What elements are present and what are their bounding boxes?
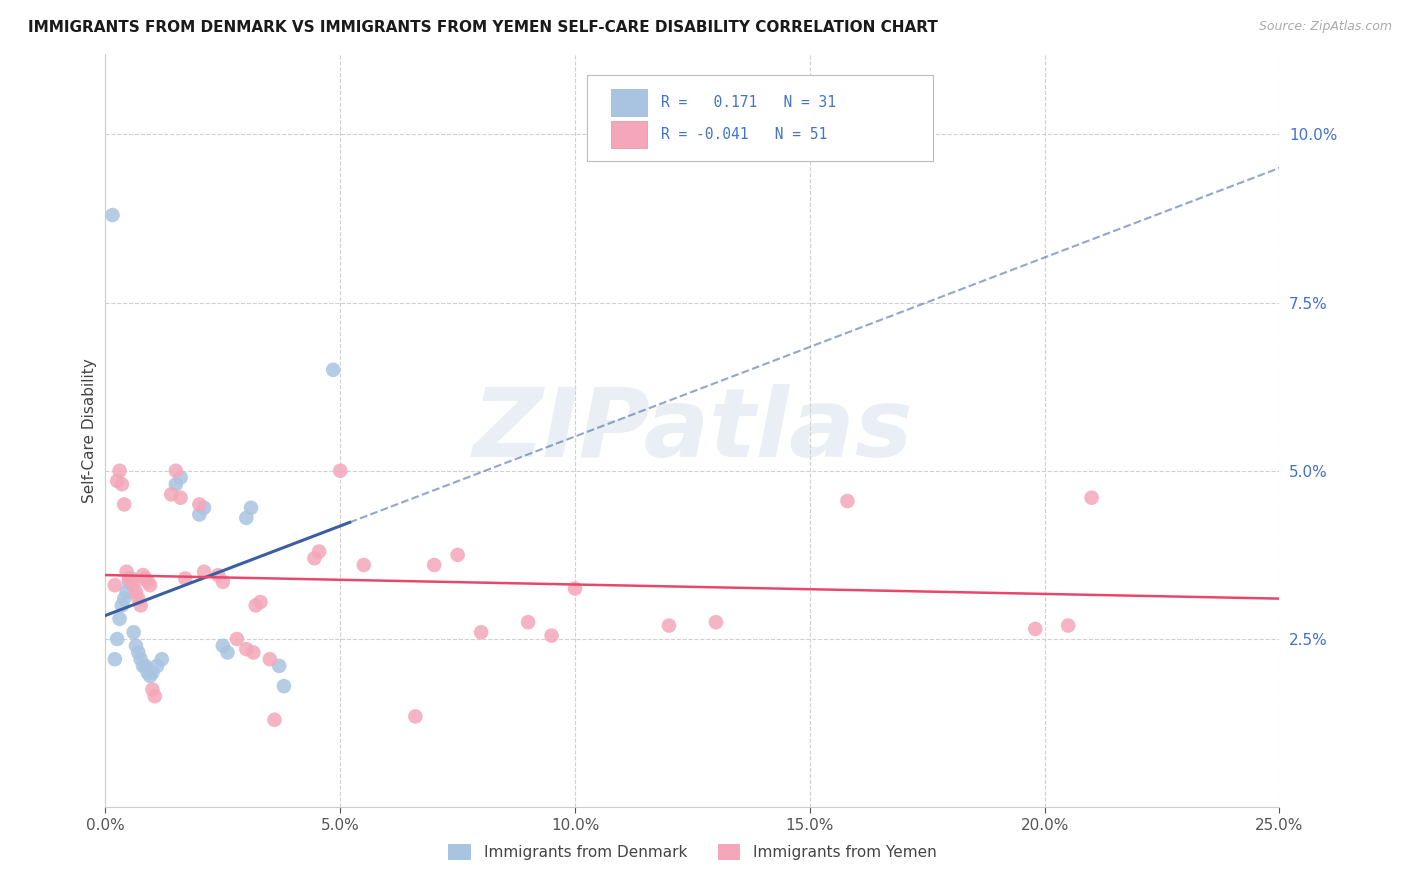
Point	[127, 645, 149, 659]
Point	[304, 551, 326, 566]
Point	[112, 591, 135, 606]
Point	[193, 500, 215, 515]
Point	[263, 713, 285, 727]
Point	[105, 474, 128, 488]
Point	[134, 571, 156, 585]
Text: R =   0.171   N = 31: R = 0.171 N = 31	[661, 95, 835, 110]
Point	[217, 645, 239, 659]
Point	[139, 669, 162, 683]
Point	[470, 625, 492, 640]
Point	[540, 629, 562, 643]
Point	[120, 574, 142, 589]
Point	[249, 595, 271, 609]
Point	[353, 558, 375, 572]
Point	[118, 574, 141, 589]
Point	[120, 571, 142, 585]
Point	[111, 599, 134, 613]
Point	[423, 558, 446, 572]
Point	[150, 652, 173, 666]
Point	[141, 682, 163, 697]
Point	[125, 639, 148, 653]
Point	[108, 612, 131, 626]
Point	[837, 494, 859, 508]
Point	[564, 582, 586, 596]
Point	[235, 511, 257, 525]
Point	[125, 585, 148, 599]
Point	[115, 565, 138, 579]
Point	[143, 690, 166, 704]
Point	[308, 544, 330, 558]
Point	[118, 571, 141, 585]
Point	[235, 642, 257, 657]
Point	[704, 615, 727, 630]
Point	[658, 618, 681, 632]
Y-axis label: Self-Care Disability: Self-Care Disability	[82, 358, 97, 503]
Point	[240, 500, 263, 515]
Point	[132, 568, 155, 582]
Point	[127, 591, 149, 606]
Point	[188, 508, 211, 522]
Point	[242, 645, 264, 659]
Point	[517, 615, 540, 630]
FancyBboxPatch shape	[612, 121, 647, 148]
Point	[122, 625, 145, 640]
Point	[146, 659, 169, 673]
Point	[136, 665, 159, 680]
Point	[188, 497, 211, 511]
Point	[193, 565, 215, 579]
FancyBboxPatch shape	[612, 89, 647, 116]
Legend: Immigrants from Denmark, Immigrants from Yemen: Immigrants from Denmark, Immigrants from…	[443, 838, 942, 866]
Point	[207, 568, 229, 582]
Point	[169, 470, 191, 484]
Point	[111, 477, 134, 491]
Point	[1080, 491, 1102, 505]
Point	[1024, 622, 1046, 636]
Point	[211, 574, 233, 589]
Point	[160, 487, 183, 501]
Point	[134, 659, 156, 673]
Point	[122, 578, 145, 592]
Point	[129, 652, 152, 666]
Point	[259, 652, 281, 666]
Point	[101, 208, 124, 222]
Point	[169, 491, 191, 505]
Point	[211, 639, 233, 653]
Point	[165, 464, 187, 478]
Point	[245, 599, 267, 613]
Point	[105, 632, 128, 646]
Point	[112, 497, 135, 511]
Text: R = -0.041   N = 51: R = -0.041 N = 51	[661, 128, 827, 143]
FancyBboxPatch shape	[586, 75, 934, 161]
Text: IMMIGRANTS FROM DENMARK VS IMMIGRANTS FROM YEMEN SELF-CARE DISABILITY CORRELATIO: IMMIGRANTS FROM DENMARK VS IMMIGRANTS FR…	[28, 20, 938, 35]
Point	[447, 548, 470, 562]
Point	[104, 578, 127, 592]
Point	[132, 659, 155, 673]
Point	[165, 477, 187, 491]
Point	[115, 585, 138, 599]
Point	[322, 363, 344, 377]
Point	[174, 571, 197, 585]
Point	[226, 632, 249, 646]
Point	[1057, 618, 1080, 632]
Point	[139, 578, 162, 592]
Point	[329, 464, 352, 478]
Point	[104, 652, 127, 666]
Point	[129, 599, 152, 613]
Text: Source: ZipAtlas.com: Source: ZipAtlas.com	[1258, 20, 1392, 33]
Point	[404, 709, 426, 723]
Point	[141, 665, 163, 680]
Text: ZIPatlas: ZIPatlas	[472, 384, 912, 477]
Point	[269, 659, 291, 673]
Point	[273, 679, 295, 693]
Point	[108, 464, 131, 478]
Point	[136, 574, 159, 589]
